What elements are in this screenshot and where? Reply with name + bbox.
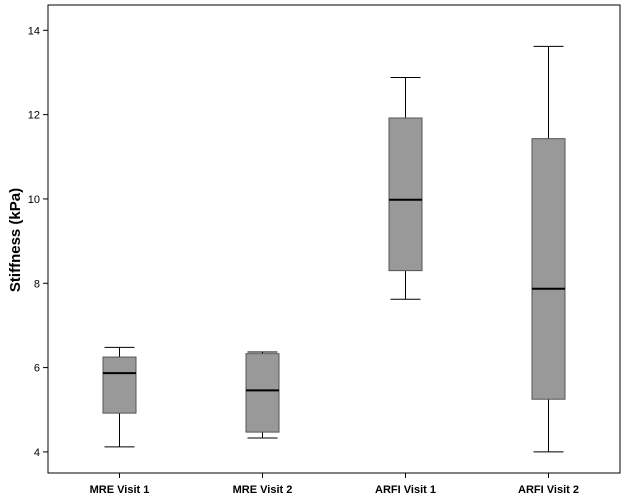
iqr-box [388, 117, 423, 272]
box-item [245, 351, 280, 439]
x-axis: MRE Visit 1 MRE Visit 2 ARFI Visit 1 ARFI V… [90, 473, 579, 496]
box-item [388, 77, 423, 300]
x-tick-label: MRE Visit 1 [90, 484, 150, 496]
y-axis: 4 6 8 10 12 14 [28, 25, 48, 459]
box-item [102, 346, 137, 448]
x-tick-label: MRE Visit 2 [233, 484, 293, 496]
box-item [531, 45, 566, 453]
y-tick-label: 12 [28, 110, 40, 122]
x-tick-label: ARFI Visit 2 [518, 484, 579, 496]
box-group [102, 45, 566, 453]
y-tick-label: 6 [34, 363, 40, 375]
iqr-box [531, 138, 566, 400]
plot-frame [47, 4, 621, 474]
y-tick-label: 14 [28, 25, 40, 37]
iqr-box [102, 356, 137, 414]
iqr-box [245, 353, 280, 433]
y-tick-label: 4 [34, 447, 40, 459]
y-tick-label: 8 [34, 278, 40, 290]
y-axis-title: Stiffness (kPa) [7, 188, 24, 292]
y-tick-label: 10 [28, 194, 40, 206]
x-tick-label: ARFI Visit 1 [375, 484, 436, 496]
